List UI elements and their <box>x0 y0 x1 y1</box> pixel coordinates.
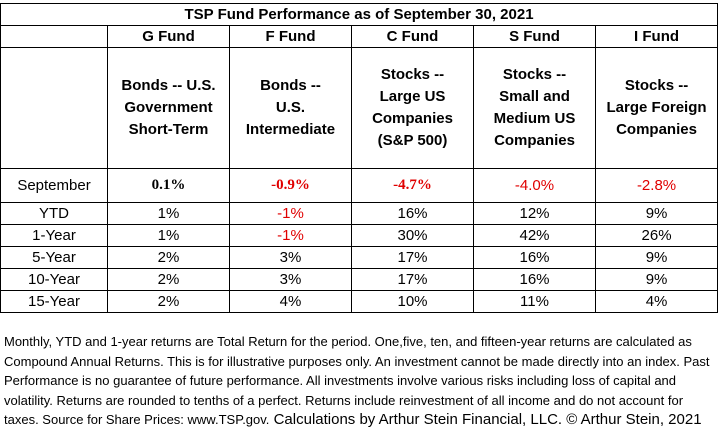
row-label: 15-Year <box>0 290 108 313</box>
value-cell: -4.7% <box>351 168 474 203</box>
value-cell: 2% <box>107 290 230 313</box>
disclaimer-text: Monthly, YTD and 1-year returns are Tota… <box>4 334 710 427</box>
fund-desc-s: Stocks -- Small and Medium US Companies <box>473 47 596 169</box>
value-cell: 9% <box>594 202 718 225</box>
fund-name-row: G Fund F Fund C Fund S Fund I Fund <box>0 25 718 48</box>
value-cell: 1% <box>107 202 230 225</box>
row-label: YTD <box>0 202 108 225</box>
title-row: TSP Fund Performance as of September 30,… <box>0 3 718 26</box>
fund-description-row: Bonds -- U.S. Government Short-Term Bonds … <box>0 47 718 169</box>
value-cell: 26% <box>594 224 718 247</box>
fund-desc-f: Bonds -- U.S. Intermediate <box>229 47 352 169</box>
fund-name-f: F Fund <box>229 25 352 48</box>
fund-name-s: S Fund <box>473 25 596 48</box>
value-cell: 17% <box>351 268 474 291</box>
value-cell: 16% <box>473 246 596 269</box>
value-cell: -2.8% <box>594 168 718 203</box>
calculation-credit: Calculations by Arthur Stein Financial, … <box>269 411 702 428</box>
value-cell: 16% <box>351 202 474 225</box>
value-cell: 2% <box>107 246 230 269</box>
value-cell: 12% <box>473 202 596 225</box>
value-cell: 9% <box>594 268 718 291</box>
value-cell: 0.1% <box>107 168 230 203</box>
value-cell: -1% <box>229 202 352 225</box>
table-row: 5-Year 2% 3% 17% 16% 9% <box>0 246 718 269</box>
september-row: September 0.1% -0.9% -4.7% -4.0% -2.8% <box>0 168 718 203</box>
fund-name-i: I Fund <box>594 25 718 48</box>
table-row: 15-Year 2% 4% 10% 11% 4% <box>0 290 718 313</box>
value-cell: 10% <box>351 290 474 313</box>
value-cell: -4.0% <box>473 168 596 203</box>
table-row: YTD 1% -1% 16% 12% 9% <box>0 202 718 225</box>
value-cell: 9% <box>594 246 718 269</box>
value-cell: 3% <box>229 268 352 291</box>
value-cell: 11% <box>473 290 596 313</box>
value-cell: 4% <box>229 290 352 313</box>
corner-cell <box>0 25 108 48</box>
value-cell: 2% <box>107 268 230 291</box>
fund-desc-g: Bonds -- U.S. Government Short-Term <box>107 47 230 169</box>
fund-desc-i: Stocks -- Large Foreign Companies <box>594 47 718 169</box>
value-cell: -1% <box>229 224 352 247</box>
table-row: 10-Year 2% 3% 17% 16% 9% <box>0 268 718 291</box>
value-cell: 30% <box>351 224 474 247</box>
row-label: 1-Year <box>0 224 108 247</box>
disclaimer-footnote: Monthly, YTD and 1-year returns are Tota… <box>4 332 716 430</box>
value-cell: 4% <box>594 290 718 313</box>
row-label: 10-Year <box>0 268 108 291</box>
value-cell: 3% <box>229 246 352 269</box>
table-row: 1-Year 1% -1% 30% 42% 26% <box>0 224 718 247</box>
value-cell: 1% <box>107 224 230 247</box>
fund-name-c: C Fund <box>351 25 474 48</box>
value-cell: -0.9% <box>229 168 352 203</box>
row-label: September <box>0 168 108 203</box>
corner-cell <box>0 47 108 169</box>
fund-desc-c: Stocks -- Large US Companies (S&P 500) <box>351 47 474 169</box>
performance-table: TSP Fund Performance as of September 30,… <box>0 3 718 313</box>
value-cell: 17% <box>351 246 474 269</box>
table-title: TSP Fund Performance as of September 30,… <box>0 3 718 26</box>
value-cell: 42% <box>473 224 596 247</box>
fund-name-g: G Fund <box>107 25 230 48</box>
row-label: 5-Year <box>0 246 108 269</box>
value-cell: 16% <box>473 268 596 291</box>
